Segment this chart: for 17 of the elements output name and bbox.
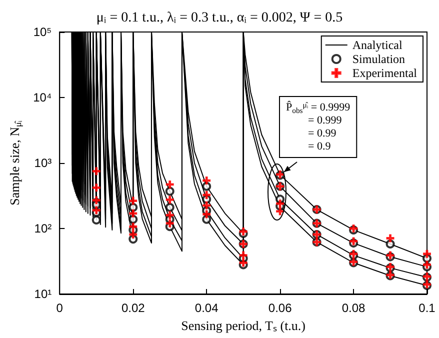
x-axis-title: Sensing period, Tₛ (t.u.)	[181, 318, 306, 333]
legend-label: Simulation	[352, 52, 406, 66]
chart-title: μᵢ = 0.1 t.u., λᵢ = 0.3 t.u., αᵢ = 0.002, Ψ = 0.5	[96, 10, 343, 26]
x-tick-label: 0.06	[268, 301, 292, 315]
y-tick-label: 10²	[34, 222, 52, 236]
x-tick-label: 0	[56, 301, 64, 315]
y-axis-title: Sample size, Nμ̂ᵢ	[7, 120, 23, 206]
legend-label: Experimental	[352, 66, 418, 80]
legend-label: Analytical	[352, 38, 404, 52]
x-tick-label: 0.08	[342, 301, 366, 315]
y-tick-label: 10³	[34, 156, 52, 170]
x-tick-label: 0.1	[418, 301, 436, 315]
x-tick-label: 0.02	[121, 301, 146, 315]
y-tick-label: 10⁵	[33, 25, 52, 39]
x-tick-label: 0.04	[194, 301, 219, 315]
y-tick-label: 10¹	[34, 287, 52, 301]
y-tick-label: 10⁴	[33, 90, 52, 104]
